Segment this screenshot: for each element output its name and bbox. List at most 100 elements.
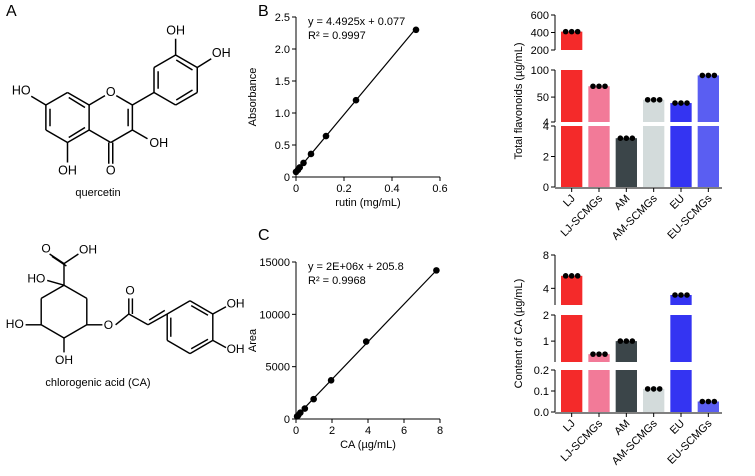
y-tick-label: 2.5	[275, 12, 290, 24]
bar	[588, 126, 610, 187]
atom-label: OH	[149, 136, 168, 150]
data-point	[297, 409, 304, 417]
bar	[615, 341, 637, 362]
x-axis-label: CA (µg/mL)	[340, 439, 396, 451]
bar	[697, 401, 719, 412]
replicate-dot	[562, 273, 569, 279]
bar	[670, 370, 692, 412]
replicate-dot	[684, 100, 690, 106]
x-tick-label: LJ	[561, 193, 578, 210]
y-tick-label: 1.5	[275, 76, 290, 88]
data-point	[322, 132, 330, 140]
y-tick-label: 1	[543, 336, 549, 348]
panel-label: A	[6, 3, 17, 20]
atom-label: HO	[12, 84, 31, 98]
replicate-dot	[656, 96, 663, 103]
y-tick-label: 5000	[266, 362, 290, 374]
atom-label: OH	[58, 164, 77, 178]
x-tick-label: 0.4	[384, 183, 399, 195]
data-point	[301, 405, 309, 412]
bar	[561, 126, 583, 187]
y-axis-label: Content of CA (µg/mL)	[513, 279, 525, 389]
data-point	[412, 26, 420, 34]
x-tick-label: 0	[293, 425, 299, 437]
replicate-dot	[699, 72, 706, 79]
chlorogenic-acid-structure: O OH HO HO OH O O OH OH	[6, 241, 245, 367]
bar	[643, 126, 665, 187]
y-tick-label: 4	[543, 121, 549, 133]
replicate-dot	[699, 398, 706, 405]
y-tick-label: 200	[531, 45, 549, 57]
atom-label: O	[104, 318, 113, 332]
bar	[615, 370, 637, 412]
atom-label: OH	[227, 297, 245, 311]
bar	[561, 370, 583, 412]
replicate-dot	[644, 386, 651, 392]
atom-label: O	[125, 283, 134, 297]
y-tick-label: 4	[543, 117, 549, 129]
data-point	[296, 164, 304, 171]
atom-label: O	[106, 85, 116, 99]
data-point	[310, 395, 317, 403]
x-tick-label: 0	[293, 183, 299, 195]
replicate-dot	[656, 386, 663, 392]
quercetin-structure: OH OH HO O OH O OH	[12, 24, 231, 178]
bar	[588, 354, 610, 362]
x-tick-label: 0.6	[432, 183, 447, 195]
bar	[615, 138, 637, 187]
bar	[643, 99, 665, 122]
x-tick-label: 8	[437, 425, 443, 437]
y-tick-label: 600	[531, 10, 549, 22]
atom-label: HO	[6, 317, 24, 331]
x-axis-label: rutin (mg/mL)	[335, 197, 400, 209]
y-tick-label: 100	[531, 65, 549, 77]
x-tick-label: EU	[668, 418, 687, 437]
data-point	[307, 150, 315, 158]
atom-label: OH	[227, 342, 245, 356]
y-axis-label: Total flavonoids (µg/mL)	[513, 43, 525, 160]
replicate-dot	[678, 100, 684, 106]
y-tick-label: 0.0	[534, 407, 549, 419]
bar	[561, 70, 583, 122]
y-tick-label: 15000	[259, 257, 290, 269]
atom-label: OH	[79, 243, 97, 257]
x-tick-label: 2	[329, 425, 335, 437]
data-point	[362, 338, 370, 345]
bar	[561, 275, 583, 305]
y-tick-label: 10000	[259, 309, 290, 321]
annotation: y = 2E+06x + 205.8	[308, 261, 404, 273]
bar	[588, 370, 610, 412]
x-tick-label: 4	[365, 425, 371, 437]
y-tick-label: 1.0	[275, 108, 290, 120]
replicate-dot	[684, 292, 690, 298]
y-tick-label: 2.0	[275, 44, 290, 56]
replicate-dot	[574, 273, 581, 279]
y-tick-label: 0.1	[534, 386, 549, 398]
replicate-dot	[596, 83, 602, 90]
y-tick-label: 8	[543, 250, 549, 262]
replicate-dot	[650, 386, 657, 392]
y-tick-label: 2	[543, 152, 549, 164]
replicate-dot	[672, 292, 678, 298]
bar	[670, 295, 692, 305]
replicate-dot	[596, 351, 602, 357]
bar	[697, 126, 719, 187]
bar	[643, 388, 665, 412]
annotation: y = 4.4925x + 0.077	[308, 16, 405, 28]
bar	[561, 31, 583, 50]
annotation: R² = 0.9997	[308, 30, 366, 42]
replicate-dot	[678, 292, 684, 298]
y-tick-label: 0	[543, 182, 549, 194]
panel-label: B	[258, 3, 269, 20]
y-tick-label: 0.2	[534, 365, 549, 377]
annotation: R² = 0.9968	[308, 275, 366, 287]
structure-name: quercetin	[75, 187, 120, 199]
y-tick-label: 50	[537, 92, 549, 104]
y-tick-label: 0.5	[275, 140, 290, 152]
replicate-dot	[623, 135, 630, 141]
data-point	[433, 267, 440, 274]
replicate-dot	[590, 83, 596, 90]
atom-label: HO	[27, 271, 45, 285]
y-tick-label: 2	[543, 310, 549, 322]
